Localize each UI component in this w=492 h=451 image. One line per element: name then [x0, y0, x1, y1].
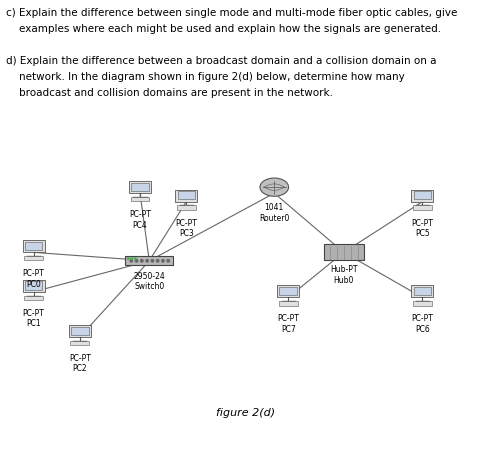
- FancyBboxPatch shape: [71, 327, 89, 335]
- FancyBboxPatch shape: [411, 286, 433, 298]
- FancyBboxPatch shape: [24, 296, 43, 300]
- FancyBboxPatch shape: [131, 198, 150, 202]
- FancyBboxPatch shape: [413, 206, 432, 210]
- FancyBboxPatch shape: [324, 245, 364, 261]
- FancyBboxPatch shape: [69, 325, 91, 337]
- FancyBboxPatch shape: [414, 192, 431, 200]
- Circle shape: [127, 258, 129, 260]
- Text: c) Explain the difference between single mode and multi-mode fiber optic cables,: c) Explain the difference between single…: [6, 8, 458, 18]
- Text: network. In the diagram shown in figure 2(d) below, determine how many: network. In the diagram shown in figure …: [6, 72, 405, 82]
- FancyBboxPatch shape: [277, 286, 299, 298]
- FancyBboxPatch shape: [25, 242, 42, 251]
- Text: broadcast and collision domains are present in the network.: broadcast and collision domains are pres…: [6, 88, 333, 98]
- FancyBboxPatch shape: [177, 206, 196, 210]
- Circle shape: [130, 260, 132, 262]
- Circle shape: [135, 260, 138, 262]
- Text: examples where each might be used and explain how the signals are generated.: examples where each might be used and ex…: [6, 24, 441, 34]
- FancyBboxPatch shape: [24, 257, 43, 261]
- Text: PC-PT
PC2: PC-PT PC2: [69, 353, 91, 373]
- FancyBboxPatch shape: [279, 302, 298, 306]
- FancyBboxPatch shape: [25, 282, 42, 290]
- FancyBboxPatch shape: [131, 183, 149, 192]
- Ellipse shape: [260, 179, 289, 197]
- Text: PC-PT
PC6: PC-PT PC6: [411, 314, 433, 333]
- Text: d) Explain the difference between a broadcast domain and a collision domain on a: d) Explain the difference between a broa…: [6, 56, 436, 66]
- Text: figure 2(d): figure 2(d): [216, 407, 276, 417]
- Text: PC-PT
PC3: PC-PT PC3: [175, 218, 197, 238]
- FancyBboxPatch shape: [175, 190, 197, 202]
- FancyBboxPatch shape: [23, 280, 44, 292]
- FancyBboxPatch shape: [413, 302, 432, 306]
- Text: PC-PT
PC7: PC-PT PC7: [277, 314, 299, 333]
- Text: PC-PT
PC5: PC-PT PC5: [411, 218, 433, 238]
- FancyBboxPatch shape: [129, 182, 151, 194]
- Text: PC-PT
PC1: PC-PT PC1: [23, 308, 44, 327]
- Circle shape: [151, 260, 154, 262]
- FancyBboxPatch shape: [414, 287, 431, 295]
- Circle shape: [167, 260, 169, 262]
- FancyBboxPatch shape: [23, 241, 44, 253]
- Text: PC-PT
PC4: PC-PT PC4: [129, 210, 151, 229]
- Circle shape: [131, 258, 132, 260]
- Circle shape: [141, 260, 143, 262]
- Text: 1041
Router0: 1041 Router0: [259, 202, 289, 222]
- Circle shape: [162, 260, 164, 262]
- FancyBboxPatch shape: [411, 190, 433, 202]
- Circle shape: [134, 258, 136, 260]
- Text: 2950-24
Switch0: 2950-24 Switch0: [133, 271, 165, 290]
- Circle shape: [156, 260, 159, 262]
- FancyBboxPatch shape: [279, 287, 297, 295]
- Circle shape: [146, 260, 148, 262]
- Text: PC-PT
PC0: PC-PT PC0: [23, 269, 44, 288]
- FancyBboxPatch shape: [70, 341, 89, 345]
- FancyBboxPatch shape: [178, 192, 195, 200]
- Text: Hub-PT
Hub0: Hub-PT Hub0: [330, 265, 358, 284]
- FancyBboxPatch shape: [125, 257, 173, 266]
